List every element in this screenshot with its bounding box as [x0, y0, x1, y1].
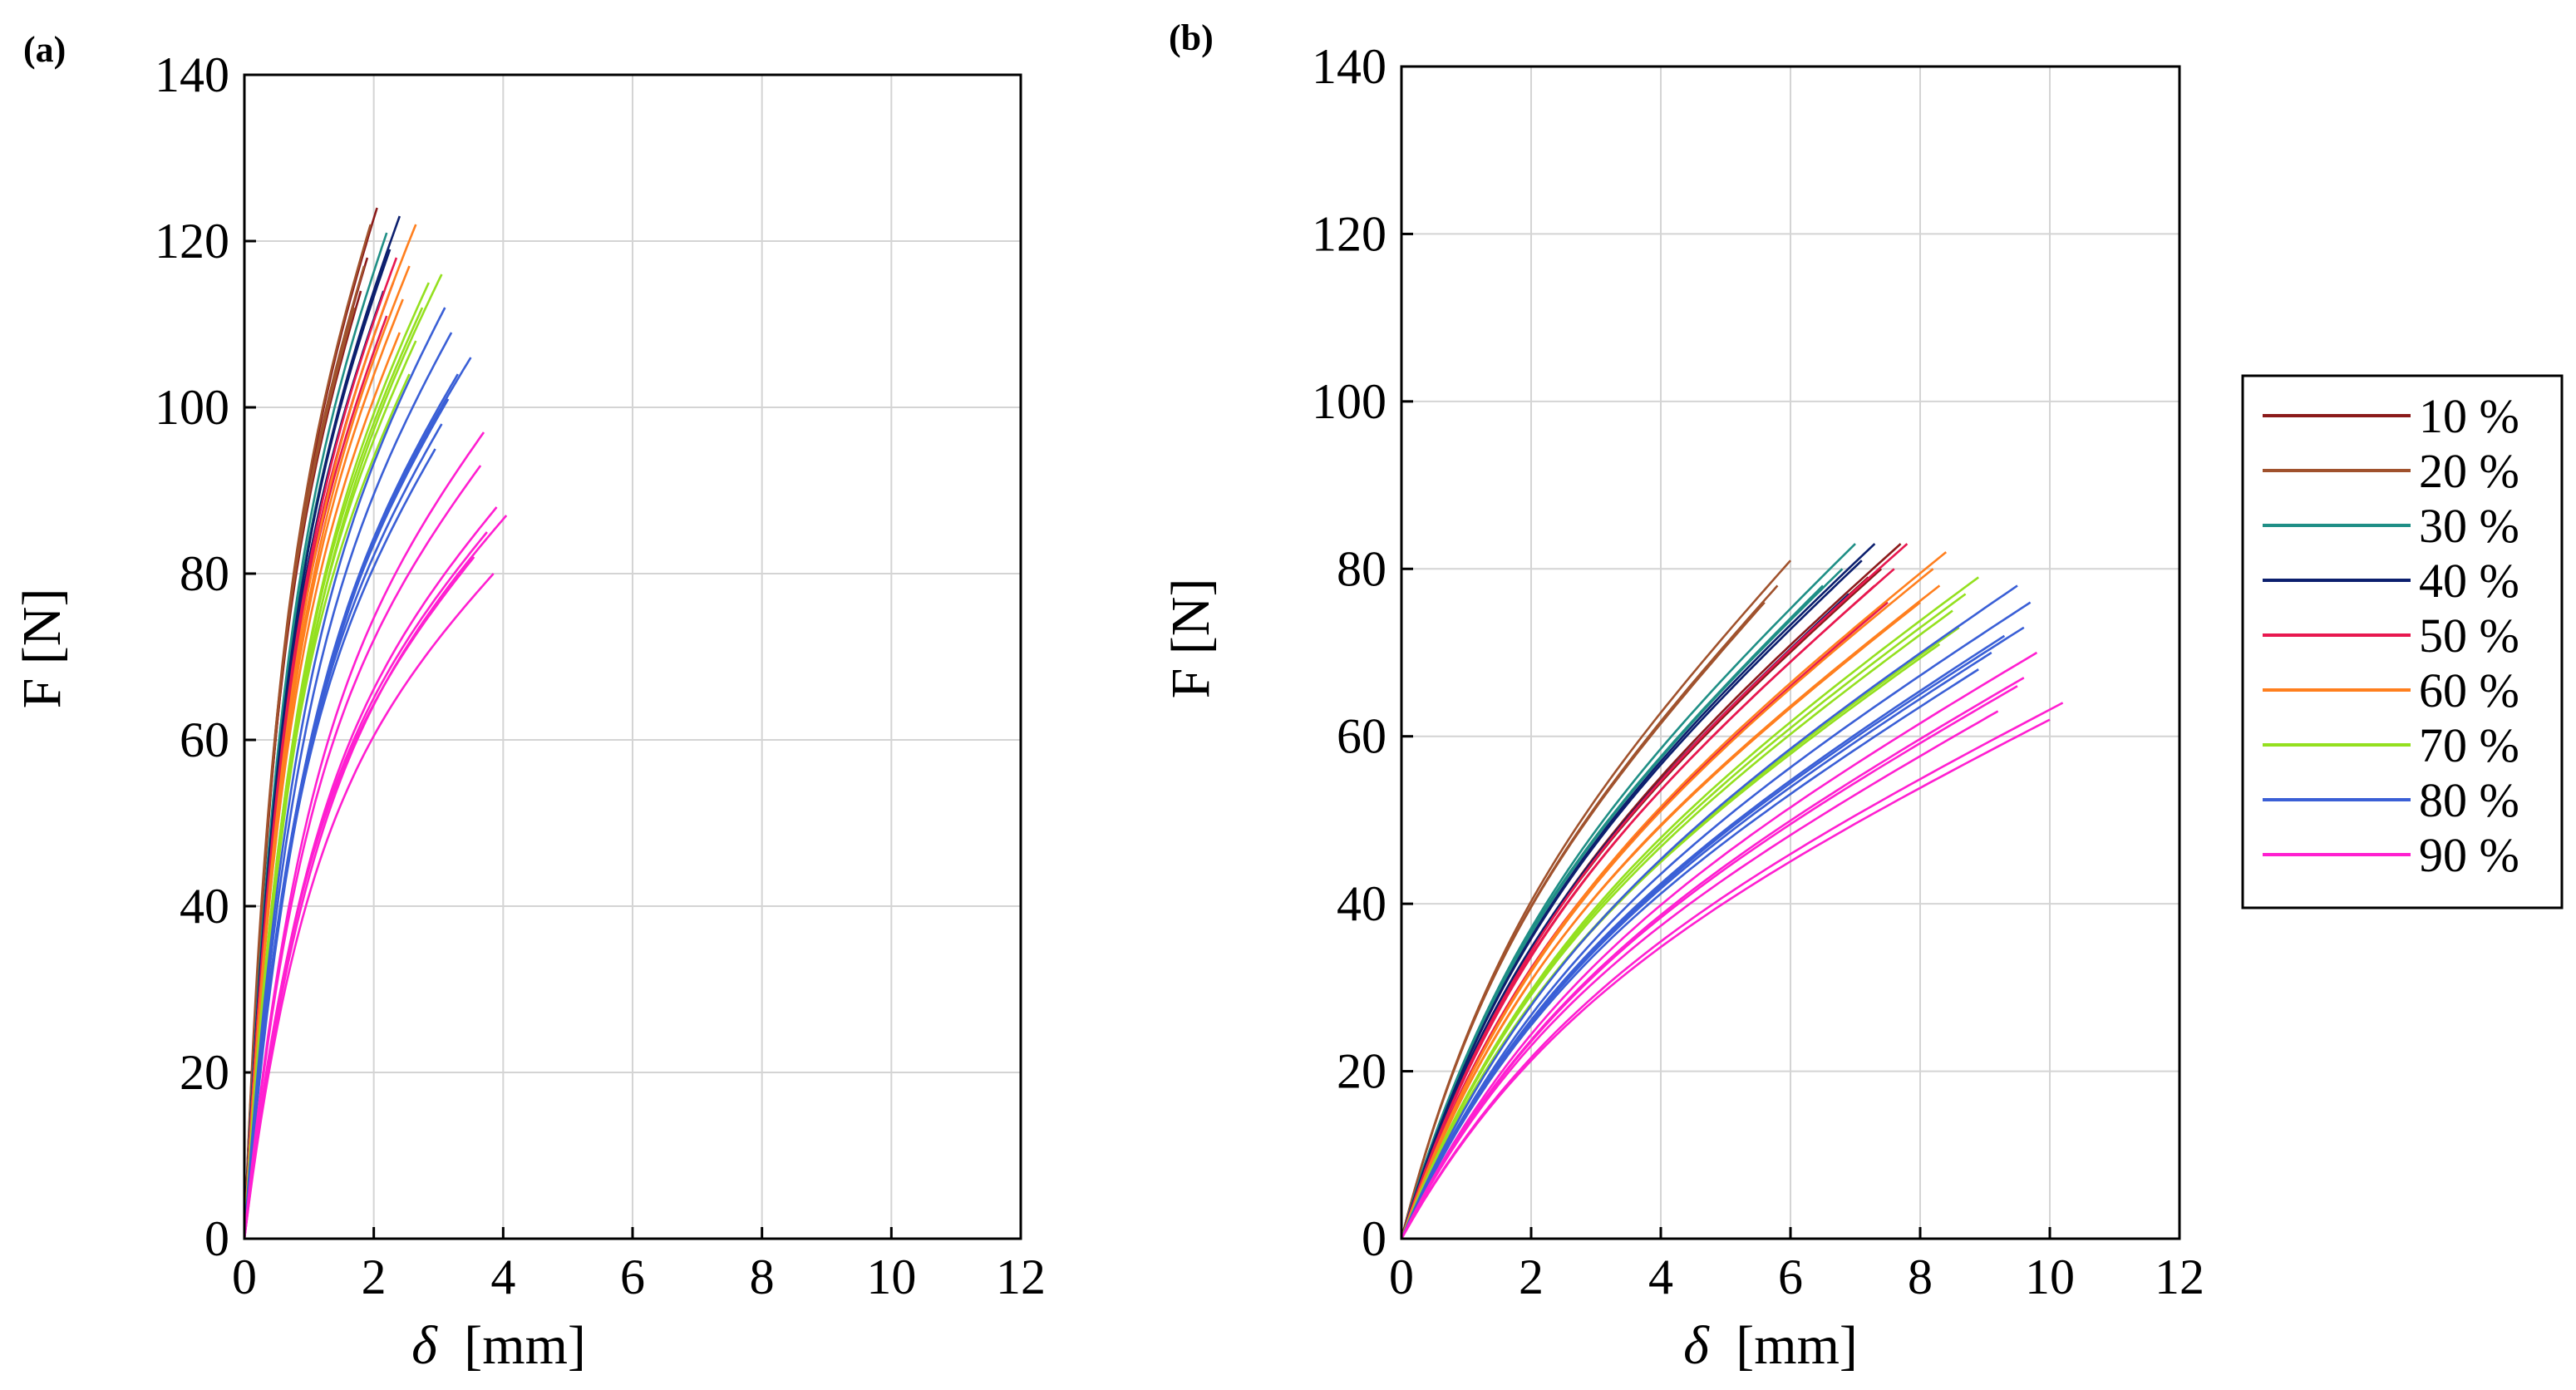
series-curve [1400, 601, 1921, 1240]
series-curve [1400, 584, 2018, 1240]
series-curve [243, 307, 446, 1240]
series-curve [243, 332, 453, 1240]
panel-a-grid [243, 73, 1022, 1240]
x-tick-label: 6 [620, 1250, 645, 1304]
series-curve [243, 307, 356, 1240]
series-curve [1400, 668, 1979, 1240]
series-curve [1400, 601, 1889, 1240]
series-curve [1400, 685, 2018, 1240]
series-curve [1400, 584, 1824, 1240]
y-tick-label: 60 [1337, 709, 1387, 764]
panel-a-plot-frame [243, 73, 1022, 1240]
y-tick-label: 0 [1362, 1211, 1387, 1266]
panel-b-x-axis-symbol: δ [1683, 1315, 1710, 1376]
series-curve [1400, 609, 1953, 1240]
x-tick-label: 0 [1389, 1250, 1414, 1304]
x-tick-label: 8 [1908, 1250, 1933, 1304]
series-curve [243, 373, 411, 1240]
panel-b-label: (b) [1169, 17, 1214, 58]
series-curve [1400, 702, 2064, 1240]
panel-b-x-tick-labels: 0 2 4 6 8 10 12 [1389, 1250, 2204, 1304]
panel-a-x-axis-symbol: δ [411, 1315, 438, 1376]
legend: 10 %20 %30 %40 %50 %60 %70 %80 %90 % [2241, 374, 2564, 909]
x-tick-label: 10 [2025, 1250, 2075, 1304]
panel-b-y-tick-labels: 0 20 40 60 80 100 120 140 [1312, 39, 1387, 1266]
series-curve [243, 448, 436, 1240]
series-curve [1400, 559, 1863, 1240]
legend-label: 80 % [2419, 773, 2519, 827]
series-curve [243, 465, 482, 1240]
y-tick-label: 80 [1337, 541, 1387, 596]
legend-label: 10 % [2419, 389, 2519, 443]
panel-a-x-tick-labels: 0 2 4 6 8 10 12 [232, 1250, 1046, 1304]
legend-label: 50 % [2419, 609, 2519, 663]
x-tick-label: 10 [866, 1250, 916, 1304]
y-tick-label: 100 [155, 380, 229, 435]
y-tick-label: 20 [1337, 1044, 1387, 1099]
series-curve [1400, 626, 2025, 1240]
y-tick-label: 20 [180, 1045, 229, 1100]
legend-label: 30 % [2419, 499, 2519, 553]
legend-box [2241, 374, 2564, 909]
y-tick-label: 80 [180, 546, 229, 601]
legend-items: 10 %20 %30 %40 %50 %60 %70 %80 %90 % [2263, 389, 2519, 882]
series-curve [1400, 651, 2038, 1240]
x-tick-label: 8 [750, 1250, 775, 1304]
x-tick-label: 2 [1519, 1250, 1544, 1304]
x-tick-label: 2 [362, 1250, 387, 1304]
x-tick-label: 6 [1778, 1250, 1803, 1304]
x-tick-label: 12 [996, 1250, 1046, 1304]
legend-label: 60 % [2419, 663, 2519, 717]
series-curve [1400, 643, 1941, 1240]
y-tick-label: 140 [1312, 39, 1387, 94]
y-tick-label: 60 [180, 712, 229, 767]
series-curve [1400, 584, 1876, 1240]
series-curve [1400, 568, 1934, 1240]
y-tick-label: 0 [204, 1211, 229, 1266]
panel-a-label: (a) [23, 29, 66, 70]
series-curve [1400, 601, 1766, 1240]
y-tick-label: 40 [180, 879, 229, 934]
panel-a-curves [243, 207, 508, 1240]
panel-a-x-axis-label: δ [mm] [411, 1315, 586, 1376]
x-tick-label: 4 [490, 1250, 515, 1304]
panel-b-plot-frame [1400, 65, 2181, 1240]
series-curve [243, 332, 401, 1240]
series-curve [1400, 601, 2032, 1240]
x-tick-label: 0 [232, 1250, 257, 1304]
x-tick-label: 12 [2155, 1250, 2204, 1304]
series-curve [1400, 543, 1876, 1240]
series-curve [1400, 584, 1941, 1240]
y-tick-label: 120 [155, 214, 229, 269]
y-tick-label: 140 [155, 47, 229, 102]
series-curve [243, 573, 495, 1240]
series-curve [1400, 677, 2025, 1240]
y-tick-label: 100 [1312, 374, 1387, 429]
series-curve [1400, 718, 2051, 1240]
panel-b-curves [1400, 543, 2064, 1240]
series-curve [1400, 710, 1999, 1240]
legend-label: 90 % [2419, 828, 2519, 882]
legend-label: 40 % [2419, 554, 2519, 608]
x-tick-label: 4 [1648, 1250, 1673, 1304]
y-tick-label: 40 [1337, 876, 1387, 931]
panel-a-x-axis-unit: [mm] [464, 1315, 586, 1376]
series-curve [1400, 651, 1992, 1240]
panel-b-y-axis-label: F [N] [1160, 579, 1221, 699]
series-curve [243, 556, 475, 1240]
legend-label: 20 % [2419, 444, 2519, 498]
panel-a-y-axis-label: F [N] [12, 589, 72, 709]
series-curve [1400, 593, 1967, 1240]
series-curve [1400, 634, 2006, 1240]
y-tick-label: 120 [1312, 206, 1387, 261]
panel-b-x-axis-label: δ [mm] [1683, 1315, 1858, 1376]
series-curve [243, 431, 485, 1240]
panel-a-y-tick-labels: 0 20 40 60 80 100 120 140 [155, 47, 229, 1266]
legend-label: 70 % [2419, 718, 2519, 772]
panel-b-x-axis-unit: [mm] [1736, 1315, 1858, 1376]
